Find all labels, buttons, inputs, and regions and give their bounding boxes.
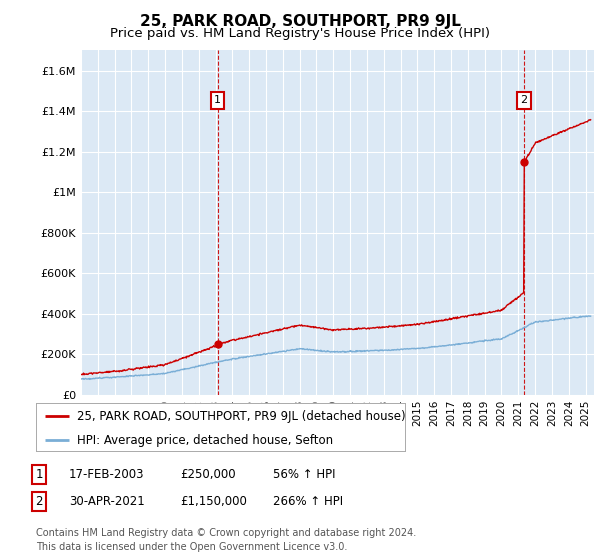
Text: 25, PARK ROAD, SOUTHPORT, PR9 9JL: 25, PARK ROAD, SOUTHPORT, PR9 9JL	[140, 14, 460, 29]
Text: 2: 2	[520, 95, 527, 105]
Text: 1: 1	[214, 95, 221, 105]
Text: £1,150,000: £1,150,000	[180, 494, 247, 508]
Text: 25, PARK ROAD, SOUTHPORT, PR9 9JL (detached house): 25, PARK ROAD, SOUTHPORT, PR9 9JL (detac…	[77, 409, 405, 423]
Text: 30-APR-2021: 30-APR-2021	[69, 494, 145, 508]
Text: HPI: Average price, detached house, Sefton: HPI: Average price, detached house, Seft…	[77, 434, 333, 447]
Text: Price paid vs. HM Land Registry's House Price Index (HPI): Price paid vs. HM Land Registry's House …	[110, 27, 490, 40]
Text: 2: 2	[35, 494, 43, 508]
Text: 1: 1	[35, 468, 43, 482]
Text: 56% ↑ HPI: 56% ↑ HPI	[273, 468, 335, 482]
Text: 266% ↑ HPI: 266% ↑ HPI	[273, 494, 343, 508]
Text: 17-FEB-2003: 17-FEB-2003	[69, 468, 145, 482]
Text: £250,000: £250,000	[180, 468, 236, 482]
Text: Contains HM Land Registry data © Crown copyright and database right 2024.
This d: Contains HM Land Registry data © Crown c…	[36, 528, 416, 552]
